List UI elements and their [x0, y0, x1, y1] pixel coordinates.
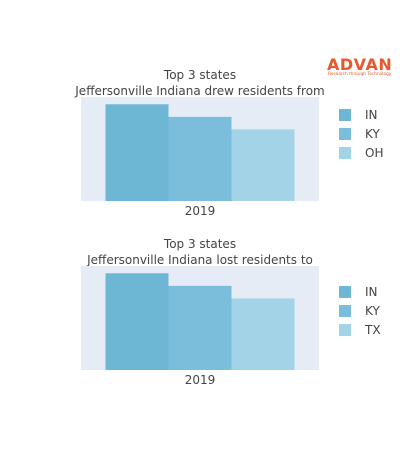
chart-1-legend-label-oh: OH [365, 146, 383, 160]
advan-logo: ADVAN Research through Technology [327, 55, 395, 79]
chart-1-legend-label-in: IN [365, 108, 378, 122]
chart-1-bar-in [105, 104, 169, 201]
chart-2-title: Top 3 states [163, 237, 236, 251]
chart-2-subtitle: Jeffersonville Indiana lost residents to [86, 253, 313, 267]
chart-1-legend-swatch-ky [339, 128, 351, 140]
chart-2-bar-in [105, 273, 169, 370]
chart-1-bar-oh [231, 129, 295, 201]
chart-2-legend-label-ky: KY [365, 304, 380, 318]
chart-2-legend-swatch-in [339, 286, 351, 298]
chart-1-legend-label-ky: KY [365, 127, 380, 141]
chart-2-legend-label-in: IN [365, 285, 378, 299]
chart-1-x-tick: 2019 [185, 204, 216, 218]
chart-1-title: Top 3 states [163, 68, 236, 82]
chart-2-legend-swatch-tx [339, 324, 351, 336]
chart-1-subtitle: Jeffersonville Indiana drew residents fr… [74, 84, 324, 98]
chart-1-legend-swatch-oh [339, 147, 351, 159]
chart-2-bar-tx [231, 298, 295, 370]
chart-1-legend-swatch-in [339, 109, 351, 121]
logo-tagline: Research through Technology [328, 72, 392, 77]
chart-2-bar-ky [168, 285, 232, 370]
logo-wordmark: ADVAN [327, 55, 393, 74]
chart-2-legend-label-tx: TX [364, 323, 381, 337]
chart-2-x-tick: 2019 [185, 373, 216, 387]
chart-1-bar-ky [168, 116, 232, 201]
chart-2-legend-swatch-ky [339, 305, 351, 317]
